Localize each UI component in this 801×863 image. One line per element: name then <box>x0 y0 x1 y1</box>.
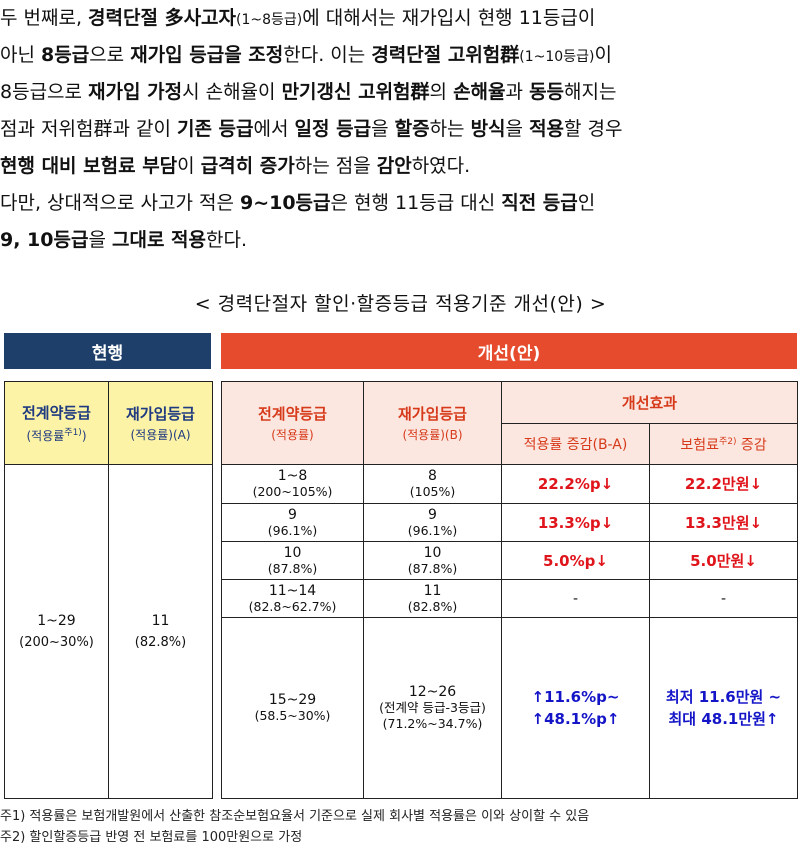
header-rejoin-grade: 재가입등급 (적용률)(B) <box>363 381 502 465</box>
text-line: 다만, 상대적으로 사고가 적은 9~10등급은 현행 11등급 대신 직전 등… <box>0 185 801 222</box>
improved-table: 전계약등급 (적용률) 재가입등급 (적용률)(B) 개선효과 적용률 증감(B-A… <box>221 381 799 799</box>
text-segment: 경력단절 多사고자 <box>88 7 237 29</box>
text-segment: 그대로 적용 <box>112 229 207 251</box>
header-rejoin-grade: 재가입등급 (적용률)(A) <box>108 381 213 465</box>
text-segment: 의 <box>429 81 454 103</box>
footnote-2: 주2) 할인할증등급 반영 전 보험료를 100만원으로 가정 <box>0 830 303 845</box>
text-line: 점과 저위험群과 같이 기존 등급에서 일정 등급을 할증하는 방식을 적용할 … <box>0 111 801 148</box>
text-segment: 시 손해율이 <box>182 81 282 103</box>
header-sub: (적용률)(A) <box>130 428 191 442</box>
text-segment: 재가입 가정 <box>88 81 183 103</box>
text-segment: 8등급으로 <box>0 81 89 103</box>
header-sub: (적용률주1)) <box>26 428 87 443</box>
header-premium-change: 보험료주2) 증감 <box>648 423 799 465</box>
header-rate-change: 적용률 증감(B-A) <box>501 423 650 465</box>
text-segment: 급격히 증가 <box>200 155 295 177</box>
text-segment: 기존 등급 <box>176 118 254 140</box>
header-title: 재가입등급 <box>125 405 195 423</box>
paragraph-1: 두 번째로, 경력단절 多사고자(1~8등급)에 대해서는 재가입시 현행 11… <box>0 0 801 185</box>
text-segment: 방식 <box>470 118 506 140</box>
table-row: 11~14 (82.8~62.7%) 11 (82.8%) - - <box>221 579 799 618</box>
text-segment: 아닌 <box>0 44 41 66</box>
text-segment: 은 현행 11등급 대신 <box>330 192 502 214</box>
text-segment: 해지는 <box>564 81 617 103</box>
text-line: 두 번째로, 경력단절 多사고자(1~8등급)에 대해서는 재가입시 현행 11… <box>0 0 801 37</box>
header-prev-grade: 전계약등급 (적용률) <box>221 381 364 465</box>
table-row: 10 (87.8%) 10 (87.8%) 5.0%p↓ 5.0만원↓ <box>221 541 799 580</box>
text-line: 8등급으로 재가입 가정시 손해율이 만기갱신 고위험群의 손해율과 동등해지는 <box>0 74 801 111</box>
text-segment: 을 <box>371 118 395 140</box>
cell-rejoin-grade: 11 (82.8%) <box>108 464 213 799</box>
text-segment: 적용 <box>529 118 565 140</box>
text-segment: 이 <box>594 44 612 66</box>
text-segment: 9~10등급 <box>239 192 331 214</box>
text-segment: 으로 <box>89 44 131 66</box>
text-segment: 경력단절 고위험群 <box>371 44 520 66</box>
text-segment: 하였다. <box>411 155 471 177</box>
text-segment: 을 <box>505 118 530 140</box>
text-segment: 인 <box>577 192 596 214</box>
text-segment: 이 <box>177 155 201 177</box>
text-line: 9, 10등급을 그대로 적용한다. <box>0 222 801 259</box>
text-segment: 과 <box>505 81 530 103</box>
text-segment: 재가입 등급을 조정 <box>130 44 284 66</box>
text-segment: 9, 10등급 <box>0 229 89 251</box>
text-segment: 하는 <box>429 118 471 140</box>
text-segment: 점과 저위험群과 같이 <box>0 118 177 140</box>
header-effect: 개선효과 <box>500 381 799 424</box>
header-title: 전계약등급 <box>21 404 91 422</box>
text-segment: 손해율 <box>453 81 506 103</box>
text-segment: 에서 <box>253 118 295 140</box>
text-segment: 할 경우 <box>564 118 623 140</box>
text-segment: 에 대해서는 재가입시 현행 11등급이 <box>302 7 596 29</box>
current-table: 전계약등급 (적용률주1)) 재가입등급 (적용률)(A) 1~29 (200~… <box>4 381 213 799</box>
header-prev-grade: 전계약등급 (적용률주1)) <box>4 381 109 465</box>
text-segment: 직전 등급 <box>501 192 578 214</box>
text-segment: 두 번째로, <box>0 7 89 29</box>
text-segment: 현행 대비 보험료 부담 <box>0 155 178 177</box>
text-segment: 만기갱신 고위험群 <box>281 81 430 103</box>
text-segment: (1~8등급) <box>236 12 303 28</box>
footnote-1: 주1) 적용률은 보험개발원에서 산출한 참조순보험요율서 기준으로 실제 회사… <box>0 809 590 824</box>
text-line: 아닌 8등급으로 재가입 등급을 조정한다. 이는 경력단절 고위험群(1~10… <box>0 37 801 74</box>
text-line: 현행 대비 보험료 부담이 급격히 증가하는 점을 감안하였다. <box>0 148 801 185</box>
text-segment: 할증 <box>394 118 430 140</box>
text-segment: 하는 점을 <box>294 155 377 177</box>
table-title: < 경력단절자 할인·할증등급 적용기준 개선(안) > <box>194 293 607 315</box>
text-segment: 한다. <box>206 229 248 251</box>
table-row: 15~29 (58.5~30%) 12~26 (전계약 등급-3등급) (71.2%~… <box>221 617 799 799</box>
text-segment: 일정 등급 <box>294 118 372 140</box>
text-segment: 다만, 상대적으로 사고가 적은 <box>0 192 240 214</box>
text-segment: 감안 <box>376 155 412 177</box>
paragraph-2: 다만, 상대적으로 사고가 적은 9~10등급은 현행 11등급 대신 직전 등… <box>0 185 801 259</box>
text-segment: 8등급 <box>41 44 90 66</box>
banner-current: 현행 <box>4 333 211 369</box>
text-segment: (1~10등급) <box>519 49 595 65</box>
cell-prev-grade: 1~29 (200~30%) <box>4 464 109 799</box>
table-row: 1~8 (200~105%) 8 (105%) 22.2%p↓ 22.2만원↓ <box>221 464 799 504</box>
text-segment: 한다. 이는 <box>283 44 372 66</box>
banner-improved: 개선(안) <box>221 333 797 369</box>
text-segment: 동등 <box>529 81 565 103</box>
table-row: 9 (96.1%) 9 (96.1%) 13.3%p↓ 13.3만원↓ <box>221 503 799 542</box>
text-segment: 을 <box>88 229 112 251</box>
